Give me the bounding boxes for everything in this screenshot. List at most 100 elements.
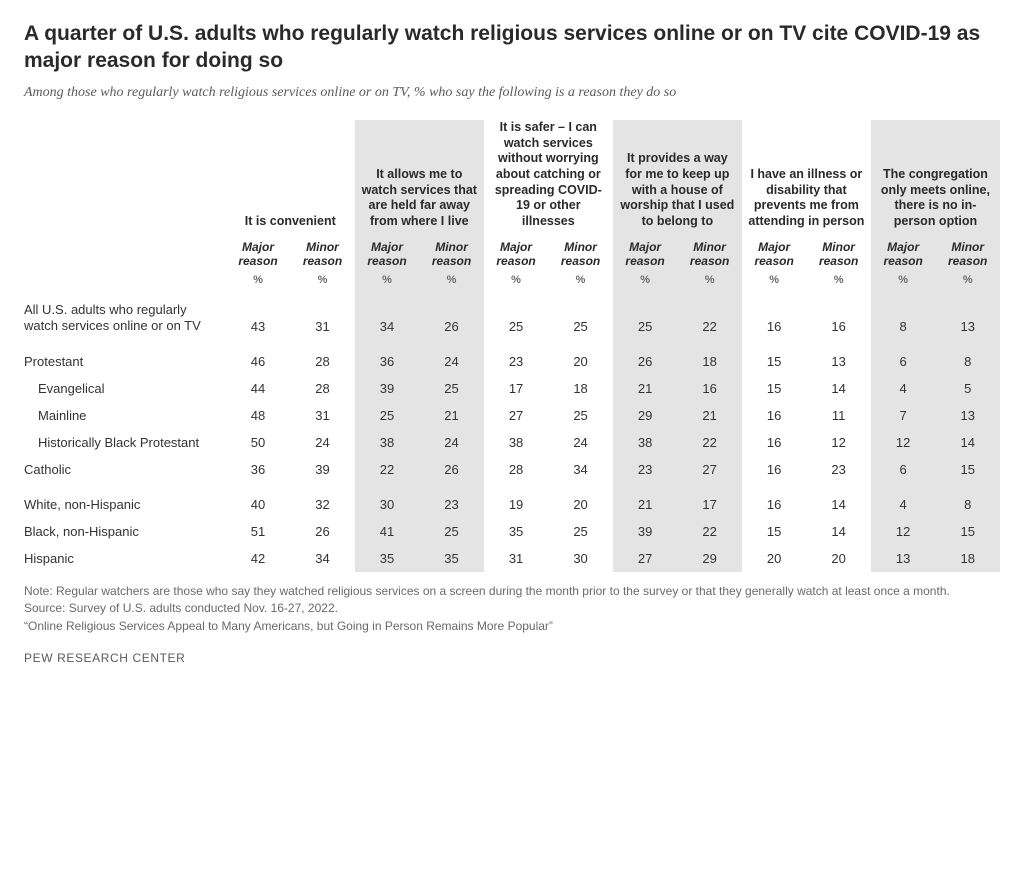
data-cell: 8 bbox=[871, 292, 936, 341]
data-cell: 21 bbox=[613, 483, 678, 518]
data-cell: 16 bbox=[742, 402, 807, 429]
data-cell: 8 bbox=[935, 483, 1000, 518]
source-text: Source: Survey of U.S. adults conducted … bbox=[24, 600, 1000, 617]
data-cell: 12 bbox=[806, 429, 871, 456]
data-cell: 14 bbox=[806, 375, 871, 402]
percent-symbol: % bbox=[871, 272, 936, 292]
data-cell: 14 bbox=[806, 518, 871, 545]
data-cell: 31 bbox=[290, 402, 355, 429]
data-cell: 48 bbox=[226, 402, 291, 429]
data-cell: 51 bbox=[226, 518, 291, 545]
data-cell: 21 bbox=[419, 402, 484, 429]
data-cell: 28 bbox=[290, 340, 355, 375]
percent-symbol: % bbox=[290, 272, 355, 292]
data-cell: 16 bbox=[742, 292, 807, 341]
data-cell: 18 bbox=[677, 340, 742, 375]
data-cell: 39 bbox=[613, 518, 678, 545]
column-subheader: Minor reason bbox=[677, 236, 742, 272]
data-cell: 26 bbox=[613, 340, 678, 375]
data-cell: 26 bbox=[419, 292, 484, 341]
column-group-header: It is safer – I can watch services witho… bbox=[484, 120, 613, 235]
data-cell: 35 bbox=[419, 545, 484, 572]
data-cell: 13 bbox=[935, 292, 1000, 341]
data-cell: 5 bbox=[935, 375, 1000, 402]
row-label: Black, non-Hispanic bbox=[24, 518, 226, 545]
data-cell: 22 bbox=[677, 292, 742, 341]
data-cell: 25 bbox=[484, 292, 549, 341]
data-cell: 15 bbox=[742, 340, 807, 375]
data-cell: 38 bbox=[484, 429, 549, 456]
data-cell: 20 bbox=[548, 483, 613, 518]
data-cell: 23 bbox=[484, 340, 549, 375]
row-label: Evangelical bbox=[24, 375, 226, 402]
data-cell: 19 bbox=[484, 483, 549, 518]
data-cell: 16 bbox=[806, 292, 871, 341]
data-cell: 39 bbox=[290, 456, 355, 483]
data-cell: 40 bbox=[226, 483, 291, 518]
percent-symbol: % bbox=[613, 272, 678, 292]
data-cell: 23 bbox=[419, 483, 484, 518]
column-subheader: Major reason bbox=[613, 236, 678, 272]
percent-symbol: % bbox=[742, 272, 807, 292]
column-subheader: Minor reason bbox=[806, 236, 871, 272]
percent-symbol: % bbox=[677, 272, 742, 292]
data-cell: 34 bbox=[290, 545, 355, 572]
data-cell: 7 bbox=[871, 402, 936, 429]
data-cell: 43 bbox=[226, 292, 291, 341]
data-cell: 31 bbox=[484, 545, 549, 572]
data-cell: 24 bbox=[419, 429, 484, 456]
data-cell: 21 bbox=[677, 402, 742, 429]
data-cell: 6 bbox=[871, 456, 936, 483]
row-label: Mainline bbox=[24, 402, 226, 429]
data-cell: 24 bbox=[290, 429, 355, 456]
data-cell: 16 bbox=[742, 483, 807, 518]
column-subheader: Major reason bbox=[742, 236, 807, 272]
data-cell: 50 bbox=[226, 429, 291, 456]
data-cell: 16 bbox=[742, 429, 807, 456]
data-cell: 26 bbox=[290, 518, 355, 545]
data-cell: 21 bbox=[613, 375, 678, 402]
row-label: All U.S. adults who regularly watch serv… bbox=[24, 292, 226, 341]
data-cell: 26 bbox=[419, 456, 484, 483]
data-cell: 39 bbox=[355, 375, 420, 402]
data-cell: 15 bbox=[742, 518, 807, 545]
data-cell: 35 bbox=[355, 545, 420, 572]
data-cell: 30 bbox=[355, 483, 420, 518]
data-cell: 20 bbox=[548, 340, 613, 375]
data-cell: 22 bbox=[677, 429, 742, 456]
data-cell: 25 bbox=[548, 402, 613, 429]
data-cell: 18 bbox=[935, 545, 1000, 572]
data-cell: 15 bbox=[742, 375, 807, 402]
column-subheader: Minor reason bbox=[935, 236, 1000, 272]
data-cell: 13 bbox=[935, 402, 1000, 429]
column-subheader: Major reason bbox=[226, 236, 291, 272]
data-cell: 25 bbox=[613, 292, 678, 341]
row-label: Historically Black Protestant bbox=[24, 429, 226, 456]
data-cell: 27 bbox=[677, 456, 742, 483]
percent-symbol: % bbox=[355, 272, 420, 292]
data-cell: 28 bbox=[290, 375, 355, 402]
percent-symbol: % bbox=[548, 272, 613, 292]
data-cell: 29 bbox=[613, 402, 678, 429]
column-group-header: The congregation only meets online, ther… bbox=[871, 120, 1000, 235]
data-cell: 20 bbox=[806, 545, 871, 572]
row-label: White, non-Hispanic bbox=[24, 483, 226, 518]
data-cell: 44 bbox=[226, 375, 291, 402]
data-table-container: It is convenientIt allows me to watch se… bbox=[24, 120, 1000, 572]
data-cell: 25 bbox=[355, 402, 420, 429]
data-cell: 11 bbox=[806, 402, 871, 429]
data-cell: 12 bbox=[871, 429, 936, 456]
data-cell: 13 bbox=[806, 340, 871, 375]
report-text: “Online Religious Services Appeal to Man… bbox=[24, 618, 1000, 635]
data-cell: 30 bbox=[548, 545, 613, 572]
data-cell: 15 bbox=[935, 456, 1000, 483]
row-label: Catholic bbox=[24, 456, 226, 483]
data-cell: 4 bbox=[871, 375, 936, 402]
note-text: Note: Regular watchers are those who say… bbox=[24, 583, 1000, 600]
data-cell: 20 bbox=[742, 545, 807, 572]
data-cell: 17 bbox=[484, 375, 549, 402]
column-subheader: Minor reason bbox=[419, 236, 484, 272]
column-group-header: It is convenient bbox=[226, 120, 355, 235]
data-cell: 42 bbox=[226, 545, 291, 572]
data-cell: 23 bbox=[806, 456, 871, 483]
